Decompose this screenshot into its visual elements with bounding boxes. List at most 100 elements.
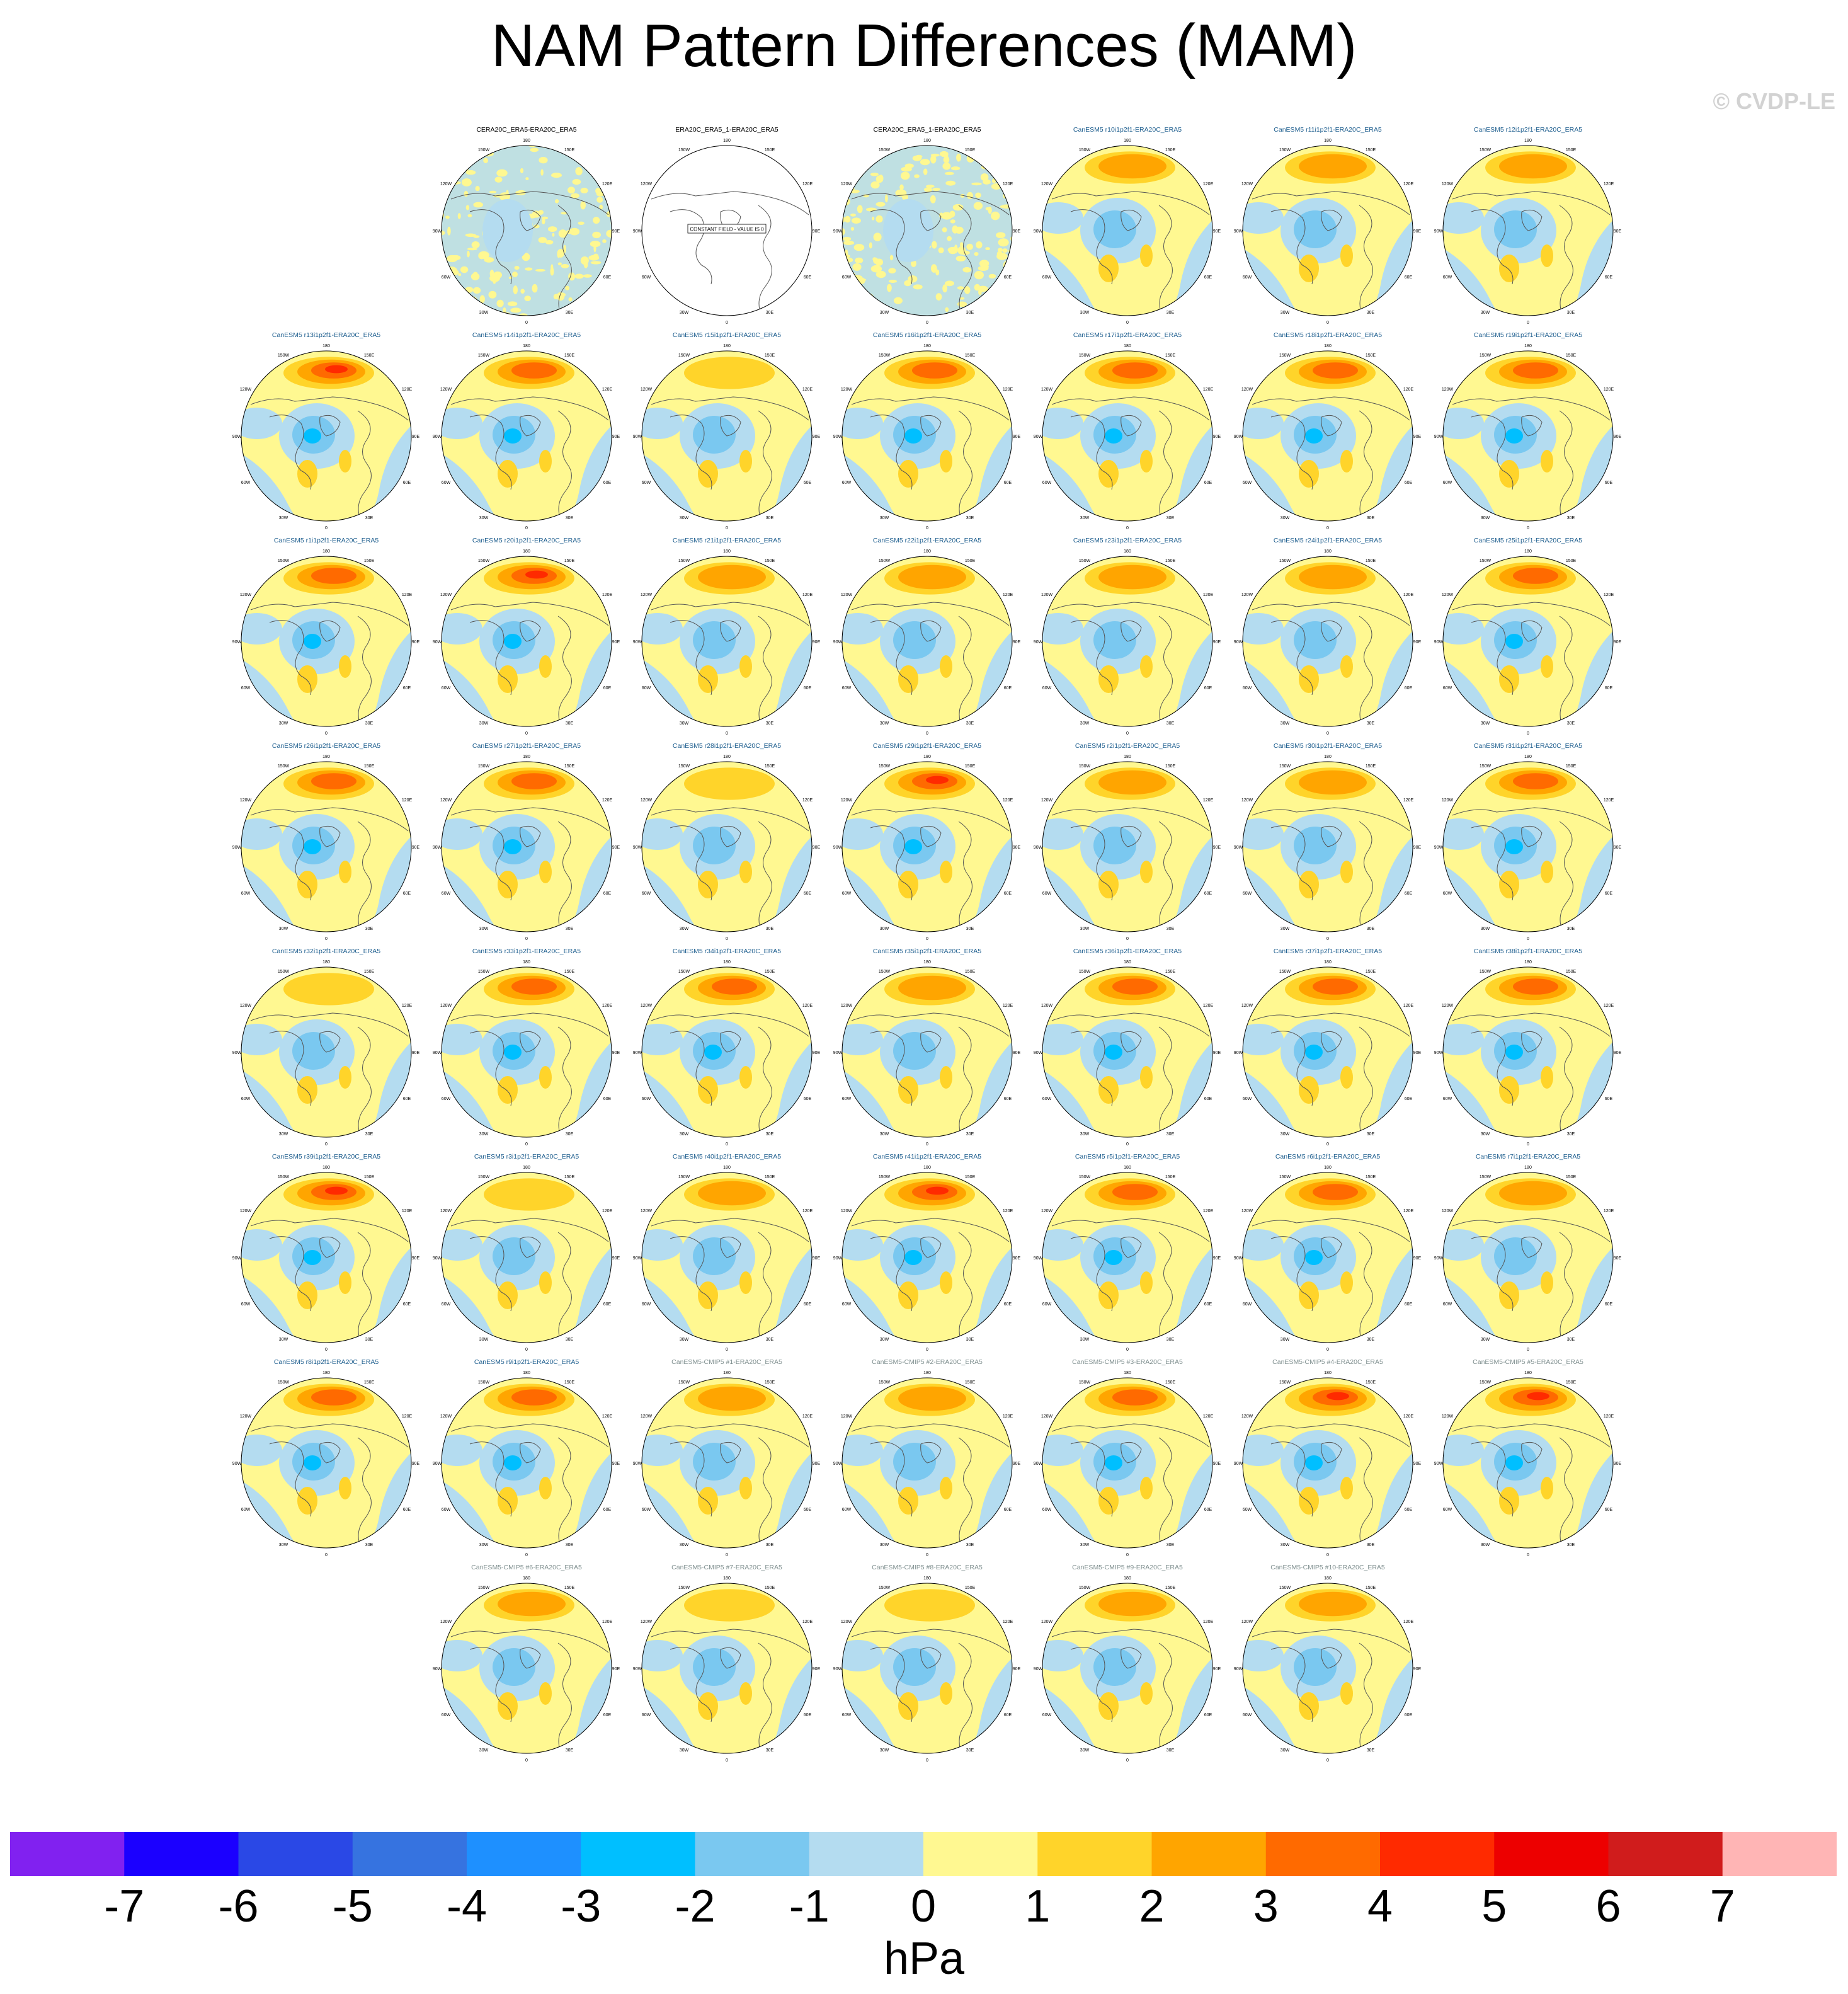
noise-speck	[939, 151, 949, 158]
graticule-label: 60E	[1004, 1302, 1012, 1307]
map-panel: CanESM5 r15i1p2f1-ERA20C_ERA5 180 150W 150E…	[632, 331, 821, 533]
negative-anomaly	[442, 1435, 482, 1466]
noise-speck	[574, 303, 579, 310]
positive-anomaly	[1541, 450, 1553, 473]
panel-title: CanESM5-CMIP5 #1-ERA20C_ERA5	[671, 1358, 782, 1366]
noise-speck	[538, 237, 547, 243]
graticule-label: 150E	[564, 1586, 575, 1590]
colorbar-swatch	[238, 1832, 353, 1876]
noise-speck	[445, 146, 455, 152]
graticule-label: 30W	[479, 721, 489, 726]
graticule-label: 150W	[879, 970, 891, 974]
map-boundary	[641, 1172, 813, 1343]
panel-title: CanESM5 r26i1p2f1-ERA20C_ERA5	[271, 742, 381, 750]
noise-speck	[610, 208, 612, 217]
panel-title: CERA20C_ERA5-ERA20C_ERA5	[476, 126, 577, 134]
noise-speck	[971, 182, 982, 186]
graticule-label: 120E	[1003, 182, 1013, 186]
colorbar-tick-label: 3	[1253, 1881, 1279, 1932]
coastlines	[250, 1423, 409, 1548]
graticule-label: 150E	[1165, 1380, 1176, 1385]
panel-title: CanESM5-CMIP5 #3-ERA20C_ERA5	[1072, 1358, 1183, 1366]
graticule-label: 150W	[1279, 148, 1291, 152]
graticule-label: 90W	[1034, 640, 1043, 645]
panel-title: CanESM5 r35i1p2f1-ERA20C_ERA5	[872, 948, 982, 955]
graticule-label: 120E	[602, 182, 613, 186]
polar-low-core	[1105, 1250, 1122, 1265]
graticule-label: 120E	[402, 1004, 413, 1008]
graticule-label: 150E	[1165, 353, 1176, 358]
map-panel: CanESM5-CMIP5 #7-ERA20C_ERA5 180 150W 150E 1…	[632, 1564, 821, 1765]
panel-title: CanESM5 r41i1p2f1-ERA20C_ERA5	[872, 1153, 982, 1160]
graticule-label: 120W	[1442, 593, 1454, 597]
graticule-label: 90E	[1413, 229, 1422, 234]
noise-speck	[955, 146, 966, 152]
noise-speck	[467, 248, 477, 251]
noise-speck	[442, 192, 447, 197]
graticule-label: 0	[926, 731, 928, 736]
pacific-high-core	[1112, 362, 1158, 379]
map-panel: CanESM5-CMIP5 #2-ERA20C_ERA5 180 150W 150E 1…	[833, 1358, 1022, 1560]
noise-speck	[602, 313, 612, 316]
pacific-high-core	[1112, 1389, 1158, 1406]
graticule-label: 0	[1326, 1348, 1329, 1352]
graticule-label: 30W	[680, 1132, 689, 1137]
coastlines	[851, 1423, 1010, 1548]
graticule-label: 150E	[965, 764, 976, 769]
graticule-label: 60E	[603, 481, 612, 485]
noise-speck	[452, 278, 457, 286]
map-boundary	[841, 1172, 1013, 1343]
noise-speck	[434, 277, 436, 282]
graticule-label: 90E	[813, 229, 821, 234]
graticule-label: 60W	[842, 275, 852, 280]
map-boundary	[241, 966, 412, 1138]
panel-title: CanESM5 r38i1p2f1-ERA20C_ERA5	[1473, 948, 1583, 955]
graticule-label: 90W	[232, 435, 242, 439]
graticule-label: 60W	[1243, 481, 1252, 485]
graticule-label: 90W	[232, 1051, 242, 1055]
map-boundary	[641, 350, 813, 522]
graticule-label: 0	[1126, 321, 1129, 325]
panel-title: CanESM5-CMIP5 #2-ERA20C_ERA5	[872, 1358, 983, 1366]
graticule-label: 120W	[641, 1209, 653, 1213]
negative-anomaly	[241, 1435, 282, 1466]
map-boundary	[241, 1172, 412, 1343]
graticule-label: 60W	[1243, 891, 1252, 896]
noise-speck	[935, 293, 942, 301]
graticule-label: 60W	[1042, 1097, 1052, 1101]
noise-speck	[993, 287, 999, 295]
graticule-label: 120W	[641, 1414, 653, 1419]
graticule-label: 90W	[833, 229, 843, 234]
graticule-label: 60E	[1405, 1713, 1413, 1717]
graticule-label: 60E	[804, 275, 812, 280]
graticule-label: 60W	[642, 1097, 651, 1101]
graticule-label: 120E	[1604, 1209, 1614, 1213]
noise-speck	[588, 255, 600, 261]
graticule-label: 90W	[1034, 1256, 1043, 1261]
graticule-label: 60E	[1605, 481, 1613, 485]
graticule-label: 180	[1324, 755, 1332, 759]
map-panel: CanESM5-CMIP5 #4-ERA20C_ERA5 180 150W 150E 1…	[1233, 1358, 1422, 1560]
positive-anomaly	[1499, 255, 1519, 282]
graticule-label: 150W	[1079, 353, 1091, 358]
graticule-label: 30W	[680, 1543, 689, 1547]
coastlines	[1252, 602, 1410, 726]
coastlines	[651, 1218, 809, 1343]
graticule-label: 90W	[232, 845, 242, 850]
graticule-label: 30E	[1567, 1543, 1575, 1547]
graticule-label: 150E	[765, 148, 775, 152]
noise-speck	[448, 173, 455, 178]
map-boundary	[841, 761, 1013, 932]
graticule-label: 120W	[1442, 182, 1454, 186]
graticule-label: 120E	[802, 387, 813, 392]
noise-speck	[865, 309, 873, 316]
pacific-high-core	[1299, 154, 1367, 179]
positive-anomaly	[1340, 450, 1353, 473]
noise-speck	[973, 202, 983, 210]
